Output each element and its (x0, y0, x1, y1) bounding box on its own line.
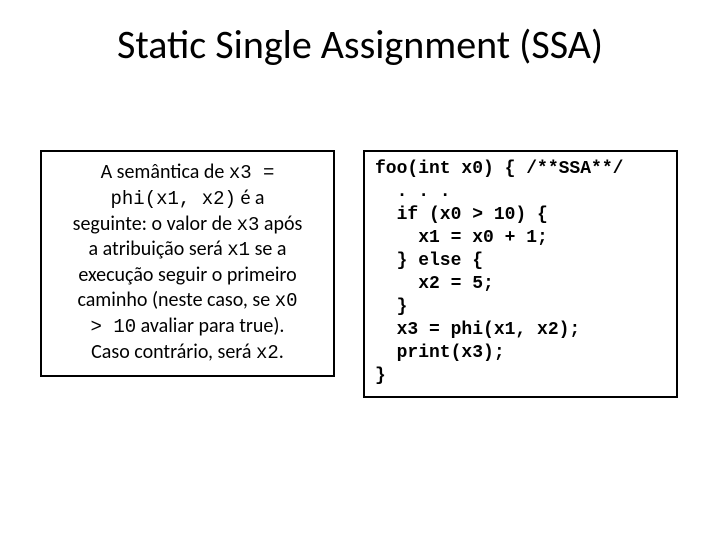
slide: Static Single Assignment (SSA) A semânti… (0, 0, 720, 540)
text: após (259, 212, 302, 236)
code-inline: x3 = (229, 162, 275, 184)
code-inline: x0 (275, 290, 298, 312)
content-row: A semântica de x3 = phi(x1, x2) é a segu… (40, 150, 680, 398)
text: execução seguir o primeiro (78, 263, 296, 287)
code-inline: > 10 (91, 316, 137, 338)
text: caminho (neste caso, se (77, 288, 274, 312)
text: . (279, 340, 284, 364)
text: é a (236, 186, 265, 210)
text: A semântica de (101, 160, 229, 184)
code-inline: x2 (256, 342, 279, 364)
code-inline: x3 (237, 214, 260, 236)
slide-title: Static Single Assignment (SSA) (0, 20, 720, 69)
text: seguinte: o valor de (73, 212, 237, 236)
text: a atribuição será (89, 237, 228, 261)
text: Caso contrário, será (91, 340, 256, 364)
code-inline: x1 (227, 239, 250, 261)
code-inline: phi(x1, x2) (111, 188, 236, 210)
explanation-box: A semântica de x3 = phi(x1, x2) é a segu… (40, 150, 335, 377)
code-box: foo(int x0) { /**SSA**/ . . . if (x0 > 1… (363, 150, 678, 398)
text: avaliar para true). (136, 314, 284, 338)
text: se a (250, 237, 286, 261)
